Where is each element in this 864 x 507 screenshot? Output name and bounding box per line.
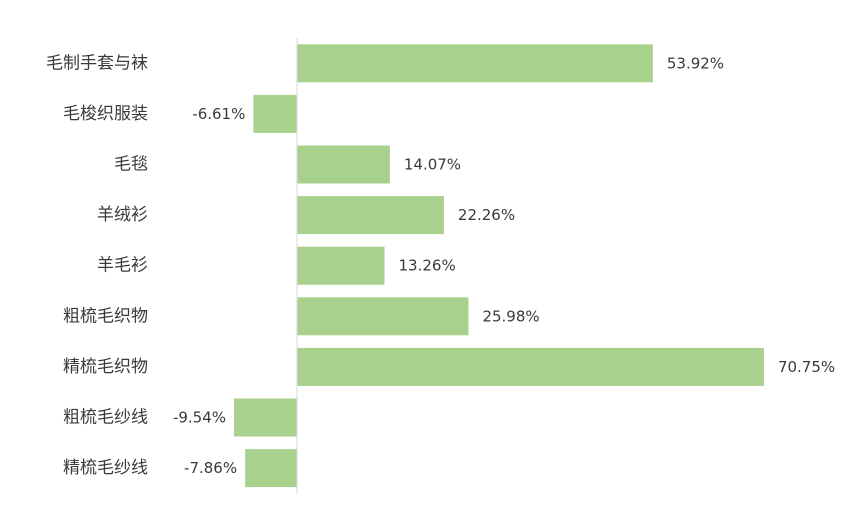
bar — [297, 246, 385, 285]
category-label: 毛毯 — [114, 155, 148, 175]
bar — [234, 398, 297, 437]
category-label: 毛梭织服装 — [63, 104, 148, 124]
labels-group: 毛制手套与袜 53.92% 毛梭织服装 -6.61% 毛毯 14.07% 羊绒衫 22.26%… — [46, 53, 835, 478]
bar — [297, 297, 469, 336]
data-label: -7.86% — [184, 459, 237, 477]
data-label: 70.75% — [778, 358, 835, 376]
bar — [297, 347, 764, 386]
bar — [297, 145, 390, 184]
data-label: 25.98% — [482, 307, 539, 325]
bar — [253, 94, 297, 133]
category-label: 毛制手套与袜 — [46, 53, 148, 73]
bar — [297, 196, 444, 235]
data-label: 53.92% — [667, 54, 724, 72]
data-label: 14.07% — [404, 156, 461, 174]
category-label: 羊绒衫 — [97, 205, 148, 225]
bars-group — [234, 44, 764, 488]
category-label: 粗梳毛织物 — [63, 306, 148, 326]
bar — [245, 449, 297, 488]
data-label: -6.61% — [192, 105, 245, 123]
data-label: 13.26% — [399, 257, 456, 275]
data-label: 22.26% — [458, 206, 515, 224]
category-label: 精梳毛纱线 — [63, 458, 148, 478]
bar — [297, 44, 653, 83]
category-label: 精梳毛织物 — [63, 357, 148, 377]
data-label: -9.54% — [173, 409, 226, 427]
category-label: 粗梳毛纱线 — [63, 408, 148, 428]
category-label: 羊毛衫 — [97, 256, 148, 276]
